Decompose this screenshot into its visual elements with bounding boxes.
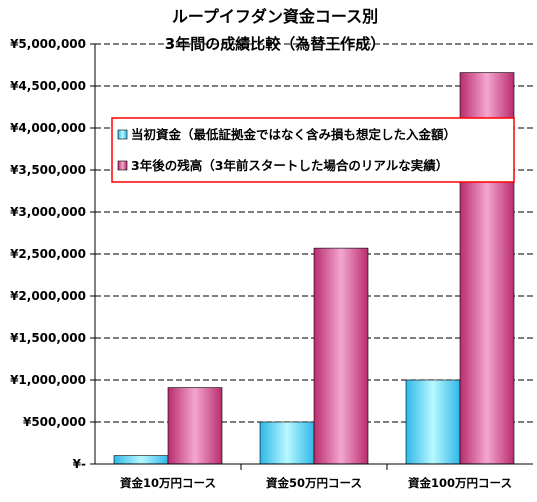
bar-balance-after-3y [313,247,369,465]
y-tick-label: ¥4,500,000 [10,79,86,93]
y-tick-label: ¥1,000,000 [10,373,86,387]
legend-swatch-after3y [117,160,128,171]
bars [113,72,515,465]
y-tick-label: ¥1,500,000 [10,331,86,345]
x-axis-ticks: 資金10万円コース 資金50万円コース 資金100万円コース [120,464,512,490]
axes [94,44,533,465]
y-tick-label: ¥500,000 [23,415,86,429]
y-axis-ticks: ¥- ¥500,000 ¥1,000,000 ¥1,500,000 ¥2,000,000… [10,37,95,471]
legend-label-after3y: 3年後の残高（3年前スタートした場合のリアルな実績） [131,158,448,173]
y-tick-label: ¥3,000,000 [10,205,86,219]
bar-initial-capital [259,421,315,465]
y-tick-label: ¥4,000,000 [10,121,86,135]
x-tick-label: 資金100万円コース [408,476,512,490]
bar-initial-capital [405,379,461,465]
y-tick-label: ¥2,000,000 [10,289,86,303]
legend: 当初資金（最低証拠金ではなく含み損も想定した入金額） 3年後の残高（3年前スター… [111,117,515,183]
chart-title: ループイフダン資金コース別 [172,7,378,26]
bar-initial-capital [113,455,169,465]
y-tick-label: ¥2,500,000 [10,247,86,261]
x-tick-label: 資金10万円コース [120,476,216,490]
y-tick-label: ¥3,500,000 [10,163,86,177]
bar-balance-after-3y [167,387,223,465]
y-tick-label: ¥- [73,457,86,471]
x-tick-label: 資金50万円コース [266,476,362,490]
legend-swatch-initial [117,129,128,140]
legend-label-initial: 当初資金（最低証拠金ではなく含み損も想定した入金額） [131,127,456,142]
legend-box [111,117,515,183]
y-tick-label: ¥5,000,000 [10,37,86,51]
